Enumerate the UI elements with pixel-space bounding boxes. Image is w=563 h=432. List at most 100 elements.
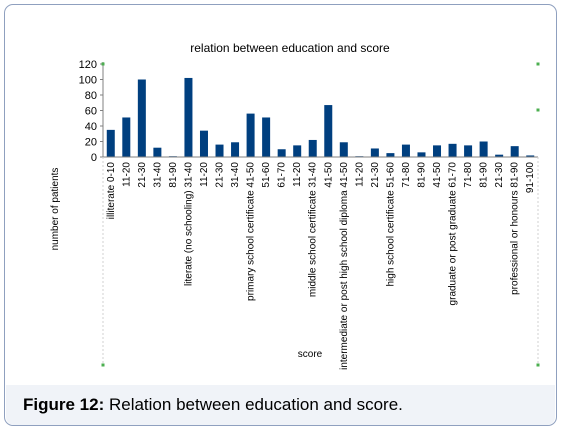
group-label: intermediate or post high school diploma xyxy=(339,188,350,370)
bar-17 xyxy=(370,148,379,157)
bar-24 xyxy=(479,141,488,157)
x-tick-label-25: 21-30 xyxy=(494,162,505,188)
x-tick-label-7: 21-30 xyxy=(215,162,226,188)
bar-8 xyxy=(231,142,240,157)
group-label: literate (no schooling) xyxy=(183,188,194,286)
selection-handle xyxy=(101,62,105,66)
chart-title: relation between education and score xyxy=(190,41,390,55)
bar-20 xyxy=(417,152,426,157)
bars xyxy=(106,77,535,157)
bar-23 xyxy=(464,145,473,157)
bar-6 xyxy=(199,130,208,157)
x-tick-label-4: 81-90 xyxy=(168,162,179,188)
group-label: professional or honours xyxy=(510,188,521,295)
y-tick-label-120: 120 xyxy=(79,59,97,71)
y-tick-label-60: 60 xyxy=(85,106,97,118)
score-range: 21-30 xyxy=(215,162,226,188)
score-range: 31-40 xyxy=(183,162,194,188)
x-tick-label-5: literate (no schooling) 31-40 xyxy=(183,162,194,286)
score-range: 31-40 xyxy=(152,162,163,188)
bar-12 xyxy=(293,145,302,157)
x-tick-label-17: 21-30 xyxy=(370,162,381,188)
score-range: 81-90 xyxy=(416,162,427,188)
score-range: 41-50 xyxy=(246,162,257,188)
group-label: high school certificate xyxy=(385,188,396,287)
x-tick-label-19: 71-80 xyxy=(401,162,412,188)
x-tick-label-26: professional or honours 81-90 xyxy=(510,162,521,295)
score-range: 11-20 xyxy=(121,162,132,187)
bar-2 xyxy=(137,79,146,157)
bar-25 xyxy=(495,154,504,157)
group-label: middle school certificate xyxy=(308,188,319,298)
x-tick-label-9: primary school certificate 41-50 xyxy=(246,162,257,301)
score-range: 81-90 xyxy=(510,162,521,188)
bar-9 xyxy=(246,113,255,157)
bar-15 xyxy=(339,142,348,157)
figure-caption: Figure 12: Relation between education an… xyxy=(23,395,403,415)
score-range: 81-90 xyxy=(479,162,490,188)
y-tick-label-80: 80 xyxy=(85,90,97,102)
x-tick-label-10: 51-60 xyxy=(261,162,272,188)
score-range: 21-30 xyxy=(370,162,381,188)
plot-frame xyxy=(101,62,540,367)
bar-7 xyxy=(215,144,224,157)
x-tick-labels: illiterate 0-10 11-20 21-30 31-40 81-90 liter… xyxy=(106,162,536,370)
bar-13 xyxy=(308,139,317,157)
x-tick-label-20: 81-90 xyxy=(416,162,427,188)
x-tick-label-24: 81-90 xyxy=(479,162,490,188)
x-tick-label-13: middle school certificate 31-40 xyxy=(308,162,319,298)
score-range: 51-60 xyxy=(385,162,396,188)
y-tick-label-20: 20 xyxy=(85,137,97,149)
bar-27 xyxy=(526,155,535,157)
x-tick-label-12: 11-20 xyxy=(292,162,303,187)
score-range: 0-10 xyxy=(106,162,117,182)
x-tick-label-11: 61-70 xyxy=(277,162,288,188)
score-range: 91-100 xyxy=(525,162,536,194)
bar-14 xyxy=(324,105,333,157)
caption-lead: Figure 12: xyxy=(23,395,105,414)
bar-1 xyxy=(122,117,131,157)
bar-3 xyxy=(153,147,162,157)
score-range: 41-50 xyxy=(323,162,334,188)
score-range: 11-20 xyxy=(199,162,210,187)
score-range: 11-20 xyxy=(292,162,303,187)
bar-18 xyxy=(386,153,395,157)
x-tick-label-6: 11-20 xyxy=(199,162,210,187)
x-tick-label-1: 11-20 xyxy=(121,162,132,187)
y-axis: 0 20 40 60 80 100 120 xyxy=(79,59,103,164)
score-range: 31-40 xyxy=(308,162,319,188)
caption-band xyxy=(6,385,555,425)
x-tick-label-16: 11-20 xyxy=(354,162,365,187)
x-tick-label-14: 41-50 xyxy=(323,162,334,188)
score-range: 31-40 xyxy=(230,162,241,188)
group-label: primary school certificate xyxy=(246,188,257,301)
score-range: 61-70 xyxy=(448,162,459,188)
bar-11 xyxy=(277,149,286,157)
x-tick-label-0: illiterate 0-10 xyxy=(106,162,117,220)
y-axis-label: number of patients xyxy=(50,168,61,251)
selection-handle xyxy=(536,108,540,112)
score-range: 71-80 xyxy=(401,162,412,188)
bar-21 xyxy=(433,145,442,157)
bar-5 xyxy=(184,77,193,157)
x-tick-label-2: 21-30 xyxy=(137,162,148,188)
score-range: 11-20 xyxy=(354,162,365,187)
x-tick-label-27: 91-100 xyxy=(525,162,536,194)
score-range: 81-90 xyxy=(168,162,179,188)
score-range: 41-50 xyxy=(339,162,350,188)
x-tick-label-21: 41-50 xyxy=(432,162,443,188)
selection-handle xyxy=(536,363,540,367)
caption-text: Relation between education and score. xyxy=(104,395,403,414)
x-tick-label-22: graduate or post graduate 61-70 xyxy=(448,162,459,306)
bar-22 xyxy=(448,143,457,157)
bar-0 xyxy=(106,129,115,157)
figure-panel: relation between education and score 0 20… xyxy=(4,4,557,426)
x-tick-label-8: 31-40 xyxy=(230,162,241,188)
y-tick-label-40: 40 xyxy=(85,121,97,133)
y-tick-label-100: 100 xyxy=(79,75,97,87)
y-tick-label-0: 0 xyxy=(91,152,97,164)
x-tick-label-23: 71-80 xyxy=(463,162,474,188)
score-range: 21-30 xyxy=(137,162,148,188)
score-range: 21-30 xyxy=(494,162,505,188)
selection-handle xyxy=(536,62,540,66)
